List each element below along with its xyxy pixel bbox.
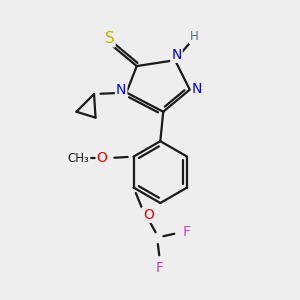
Text: N: N — [192, 82, 202, 96]
Text: O: O — [143, 208, 154, 222]
Text: O: O — [97, 151, 107, 165]
Text: N: N — [116, 83, 126, 97]
Text: F: F — [183, 225, 191, 239]
Text: CH₃: CH₃ — [68, 152, 89, 165]
Text: F: F — [156, 261, 164, 275]
Text: S: S — [105, 31, 115, 46]
Text: N: N — [171, 48, 182, 62]
Text: H: H — [190, 30, 199, 43]
